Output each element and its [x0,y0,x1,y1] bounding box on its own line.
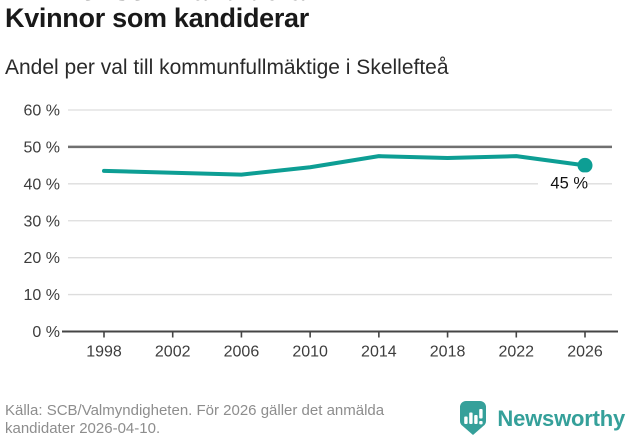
x-axis-tick-label: 2022 [498,344,534,361]
data-line-women-candidates [102,154,587,177]
line-chart: 0 % 10 % 20 % 30 % 40 % 50 % 60 % 1998 2002 2006 2… [0,95,631,370]
y-axis-tick-label: 10 % [24,287,60,304]
y-axis-tick-label: 50 % [24,139,60,156]
y-axis-tick-label: 60 % [24,103,60,120]
y-axis-tick-label: 20 % [24,250,60,267]
source-note: Källa: SCB/Valmyndigheten. För 2026 gäll… [5,402,385,437]
y-axis-tick-label: 40 % [24,176,60,193]
line-chart-svg: 0 % 10 % 20 % 30 % 40 % 50 % 60 % 1998 2002 2006 2… [24,103,618,361]
newsworthy-logo[interactable]: Newsworthy [457,401,625,437]
x-axis-tick-label: 2014 [361,344,397,361]
x-axis-tick-label: 1998 [86,344,122,361]
end-label-background [538,172,588,193]
y-axis-tick-label: 30 % [24,213,60,230]
cropped-title-remnant: Kvinnor som kandiderar [5,0,425,5]
y-axis-tick-label: 0 % [32,324,60,341]
end-point-marker [577,157,593,173]
end-point-label: 45 % [550,174,588,192]
x-axis-tick-label: 2026 [567,344,603,361]
cropped-title-text: Kvinnor som kandiderar [5,0,425,5]
exclamation-bar [479,409,484,419]
x-axis-tick-label: 2002 [155,344,191,361]
chart-title: Kvinnor som kandiderar [5,3,309,33]
brand-name: Newsworthy [497,406,625,431]
chart-subtitle: Andel per val till kommunfullmäktige i S… [5,56,449,79]
bar-chart-glyph [464,409,484,425]
x-axis-tick-label: 2006 [224,344,260,361]
x-axis-tick-label: 2018 [430,344,466,361]
exclamation-dot [479,421,484,425]
x-axis-tick-label: 2010 [292,344,328,361]
newsworthy-icon [460,401,487,435]
